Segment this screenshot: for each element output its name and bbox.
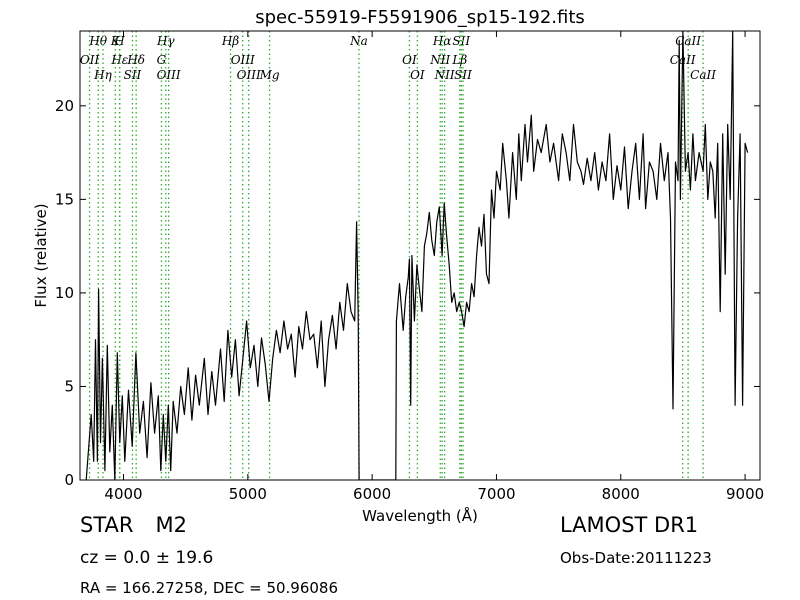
plot-title: spec-55919-F5591906_sp15-192.fits xyxy=(255,7,585,28)
redshift-text: cz = 0.0 ± 19.6 xyxy=(80,548,214,568)
emission-line-label: OIII xyxy=(237,68,261,82)
emission-line-label: OI xyxy=(402,53,417,67)
x-tick-label: 7000 xyxy=(477,485,515,503)
axes-frame xyxy=(79,30,761,481)
emission-line-label: CaII xyxy=(675,34,701,48)
emission-lines-layer: HθOIIHηKHεSIIHHδOIIIHγGOIIIHβOIIIMgNaOIO… xyxy=(80,31,716,480)
x-tick-label: 9000 xyxy=(726,485,764,503)
emission-line-label: OI xyxy=(410,68,425,82)
object-class: STAR xyxy=(80,513,134,537)
y-tick-label: 0 xyxy=(64,471,74,489)
emission-line-label: OII xyxy=(80,53,100,67)
emission-line-label: SII xyxy=(124,68,142,82)
emission-line-label: Hβ xyxy=(221,34,239,48)
emission-line-label: CaII xyxy=(690,68,716,82)
y-tick-label: 20 xyxy=(55,97,74,115)
emission-line-label: Mg xyxy=(259,68,280,82)
x-tick-label: 8000 xyxy=(602,485,640,503)
y-tick-label: 5 xyxy=(64,377,74,395)
emission-line-label: NII xyxy=(434,68,455,82)
emission-line-label: Lβ xyxy=(451,53,467,67)
emission-line-label: OIII xyxy=(231,53,255,67)
emission-line-label: SII xyxy=(452,34,470,48)
emission-line-label: Hγ xyxy=(156,34,175,48)
survey-name: LAMOST DR1 xyxy=(560,513,699,537)
spectrum-line xyxy=(85,31,749,480)
object-classification: STAR M2 xyxy=(80,513,187,537)
y-tick-label: 10 xyxy=(55,284,74,302)
x-tick-label: 6000 xyxy=(353,485,391,503)
coordinates-text: RA = 166.27258, DEC = 50.96086 xyxy=(80,579,339,597)
spectrum-layer xyxy=(85,31,749,480)
emission-line-label: G xyxy=(157,53,167,67)
emission-line-label: NII xyxy=(429,53,450,67)
y-axis-label: Flux (relative) xyxy=(32,203,50,307)
emission-line-label: Na xyxy=(349,34,368,48)
emission-line-label: Hθ xyxy=(88,34,107,48)
emission-line-label: Hη xyxy=(93,68,112,82)
emission-line-label: Hα xyxy=(432,34,452,48)
emission-line-label: K xyxy=(110,34,121,48)
observation-date: Obs-Date:20111223 xyxy=(560,549,712,567)
emission-line-label: Hδ xyxy=(126,53,145,67)
ticks-layer: 4000 5000 6000 7000 8000 9000 0 5 10 15 20 xyxy=(55,31,764,503)
emission-line-label: H xyxy=(113,34,125,48)
emission-line-label: Hε xyxy=(110,53,128,67)
x-tick-label: 5000 xyxy=(229,485,267,503)
emission-line-label: SII xyxy=(454,68,472,82)
x-axis-label: Wavelength (Å) xyxy=(362,506,478,525)
y-tick-label: 15 xyxy=(55,190,74,208)
emission-line-label: OIII xyxy=(157,68,181,82)
x-tick-label: 4000 xyxy=(104,485,142,503)
object-subclass: M2 xyxy=(155,513,187,537)
